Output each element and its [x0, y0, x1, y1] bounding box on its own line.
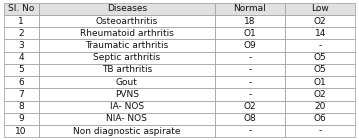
- Text: 4: 4: [18, 53, 24, 62]
- Text: O2: O2: [243, 102, 256, 111]
- Text: O9: O9: [243, 41, 256, 50]
- Text: 1: 1: [18, 17, 24, 26]
- Text: -: -: [248, 90, 252, 99]
- Text: 6: 6: [18, 78, 24, 87]
- Bar: [39, 101, 215, 113]
- Bar: [215, 39, 285, 52]
- Text: TB arthritis: TB arthritis: [102, 66, 152, 74]
- Bar: [215, 88, 285, 101]
- Text: Septic arthritis: Septic arthritis: [93, 53, 160, 62]
- Text: -: -: [318, 41, 322, 50]
- Bar: [39, 64, 215, 76]
- Bar: [4, 88, 39, 101]
- Bar: [215, 113, 285, 125]
- Bar: [4, 3, 39, 15]
- Text: O6: O6: [314, 114, 327, 123]
- Bar: [39, 27, 215, 39]
- Bar: [215, 125, 285, 137]
- Text: O5: O5: [314, 66, 327, 74]
- Text: Normal: Normal: [233, 4, 266, 13]
- Text: 10: 10: [15, 127, 27, 136]
- Text: 3: 3: [18, 41, 24, 50]
- Bar: [285, 125, 355, 137]
- Text: O1: O1: [243, 29, 256, 38]
- Text: Gout: Gout: [116, 78, 137, 87]
- Text: 8: 8: [18, 102, 24, 111]
- Bar: [4, 52, 39, 64]
- Text: -: -: [248, 127, 252, 136]
- Text: Traumatic arthritis: Traumatic arthritis: [85, 41, 168, 50]
- Bar: [4, 39, 39, 52]
- Text: O8: O8: [243, 114, 256, 123]
- Bar: [39, 39, 215, 52]
- Bar: [285, 3, 355, 15]
- Bar: [4, 64, 39, 76]
- Bar: [4, 27, 39, 39]
- Text: O2: O2: [314, 90, 327, 99]
- Text: 14: 14: [314, 29, 326, 38]
- Text: 9: 9: [18, 114, 24, 123]
- Bar: [285, 113, 355, 125]
- Text: -: -: [248, 78, 252, 87]
- Text: 20: 20: [314, 102, 326, 111]
- Bar: [39, 15, 215, 27]
- Text: Non diagnostic aspirate: Non diagnostic aspirate: [73, 127, 181, 136]
- Bar: [285, 101, 355, 113]
- Bar: [39, 125, 215, 137]
- Text: Sl. No: Sl. No: [8, 4, 34, 13]
- Bar: [4, 125, 39, 137]
- Bar: [285, 64, 355, 76]
- Bar: [39, 76, 215, 88]
- Text: IA- NOS: IA- NOS: [109, 102, 144, 111]
- Text: -: -: [318, 127, 322, 136]
- Text: PVNS: PVNS: [115, 90, 139, 99]
- Bar: [4, 113, 39, 125]
- Text: NIA- NOS: NIA- NOS: [106, 114, 147, 123]
- Bar: [4, 76, 39, 88]
- Text: Low: Low: [311, 4, 329, 13]
- Text: Rheumatoid arthritis: Rheumatoid arthritis: [80, 29, 174, 38]
- Text: Diseases: Diseases: [107, 4, 147, 13]
- Bar: [4, 15, 39, 27]
- Bar: [39, 88, 215, 101]
- Bar: [39, 3, 215, 15]
- Bar: [285, 15, 355, 27]
- Bar: [39, 52, 215, 64]
- Text: 18: 18: [244, 17, 256, 26]
- Text: O2: O2: [314, 17, 327, 26]
- Bar: [285, 88, 355, 101]
- Bar: [285, 27, 355, 39]
- Text: O5: O5: [314, 53, 327, 62]
- Text: 5: 5: [18, 66, 24, 74]
- Bar: [215, 52, 285, 64]
- Bar: [285, 76, 355, 88]
- Text: -: -: [248, 66, 252, 74]
- Bar: [4, 101, 39, 113]
- Bar: [215, 3, 285, 15]
- Bar: [215, 15, 285, 27]
- Bar: [285, 39, 355, 52]
- Bar: [215, 76, 285, 88]
- Text: Osteoarthritis: Osteoarthritis: [95, 17, 158, 26]
- Bar: [215, 101, 285, 113]
- Text: -: -: [248, 53, 252, 62]
- Text: O1: O1: [314, 78, 327, 87]
- Bar: [215, 27, 285, 39]
- Bar: [215, 64, 285, 76]
- Text: 7: 7: [18, 90, 24, 99]
- Text: 2: 2: [18, 29, 24, 38]
- Bar: [285, 52, 355, 64]
- Bar: [39, 113, 215, 125]
